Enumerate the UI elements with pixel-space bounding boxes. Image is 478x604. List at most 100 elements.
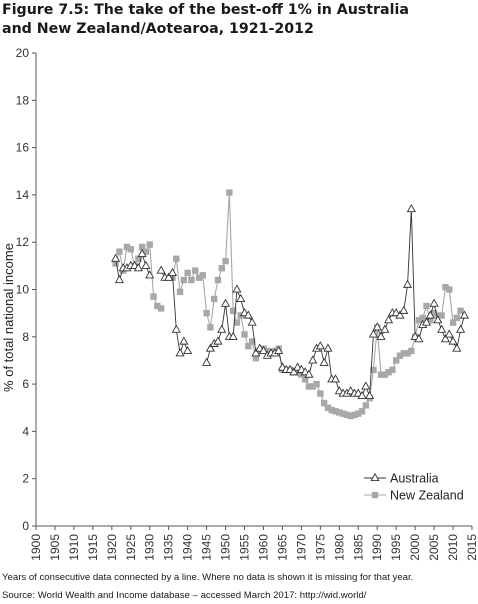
data-point-australia xyxy=(145,270,155,279)
data-point-new-zealand xyxy=(442,283,449,291)
data-point-australia xyxy=(402,279,413,288)
x-tick-label: 1975 xyxy=(313,534,327,561)
data-point-new-zealand xyxy=(358,408,366,415)
data-point-new-zealand xyxy=(180,276,188,284)
y-tick-label: 0 xyxy=(22,519,29,533)
footnote-source: Source: World Wealth and Income database… xyxy=(2,590,367,601)
data-point-new-zealand xyxy=(146,241,153,248)
data-point-australia xyxy=(421,317,432,326)
x-tick-label: 1995 xyxy=(389,534,403,561)
data-point-new-zealand xyxy=(229,307,237,314)
data-point-new-zealand xyxy=(332,408,339,415)
data-point-australia xyxy=(114,274,124,284)
data-point-australia xyxy=(175,348,185,357)
data-point-australia xyxy=(167,267,178,276)
data-point-new-zealand xyxy=(218,265,225,272)
y-tick-label: 16 xyxy=(16,141,30,155)
data-point-new-zealand xyxy=(226,189,233,196)
data-point-australia xyxy=(372,322,382,331)
series-australia xyxy=(111,203,469,399)
data-point-new-zealand xyxy=(135,255,142,262)
data-point-new-zealand xyxy=(188,276,195,284)
legend-marker xyxy=(370,472,380,482)
legend: Australia New Zealand xyxy=(364,472,464,503)
data-point-australia xyxy=(156,265,166,274)
legend-item-new-zealand: New Zealand xyxy=(364,489,464,503)
y-tick-label: 12 xyxy=(16,235,30,249)
data-point-australia xyxy=(183,345,193,355)
y-tick-label: 2 xyxy=(22,472,29,486)
x-tick-label: 1935 xyxy=(162,534,176,561)
data-point-new-zealand xyxy=(301,376,309,383)
data-point-new-zealand xyxy=(157,305,165,312)
data-point-new-zealand xyxy=(408,347,415,355)
data-point-australia xyxy=(399,305,409,314)
data-point-australia xyxy=(315,341,325,350)
x-tick-label: 1965 xyxy=(275,534,289,561)
data-point-new-zealand xyxy=(453,314,461,322)
data-point-australia xyxy=(164,272,174,281)
data-point-new-zealand xyxy=(385,369,392,376)
data-point-new-zealand xyxy=(377,371,385,378)
data-point-australia xyxy=(213,336,223,345)
y-tick-label: 18 xyxy=(16,93,30,107)
x-tick-label: 1990 xyxy=(370,534,384,561)
x-tick-label: 1950 xyxy=(219,534,233,561)
data-point-new-zealand xyxy=(214,276,222,284)
data-point-new-zealand xyxy=(248,338,256,345)
y-tick-label: 10 xyxy=(16,283,30,297)
x-tick-label: 1945 xyxy=(200,534,214,561)
x-tick-label: 1980 xyxy=(332,534,346,561)
data-point-new-zealand xyxy=(362,402,370,409)
data-point-new-zealand xyxy=(112,260,119,267)
data-point-australia xyxy=(330,374,341,383)
legend-marker xyxy=(371,491,379,499)
data-point-new-zealand xyxy=(423,302,430,310)
data-point-australia xyxy=(217,324,227,333)
data-point-australia xyxy=(444,329,454,338)
data-point-australia xyxy=(406,203,416,213)
data-point-new-zealand xyxy=(400,350,407,357)
data-point-new-zealand xyxy=(449,319,457,326)
x-tick-label: 1925 xyxy=(124,534,138,561)
data-point-australia xyxy=(220,298,231,307)
data-point-australia xyxy=(133,263,143,272)
footnote-connection: Years of consecutive data connected by a… xyxy=(2,572,414,583)
data-point-new-zealand xyxy=(138,243,146,251)
data-point-australia xyxy=(357,390,367,399)
data-point-australia xyxy=(304,369,314,378)
data-point-new-zealand xyxy=(222,257,229,265)
x-tick-label: 2015 xyxy=(465,534,478,561)
x-tick-label: 1910 xyxy=(67,534,81,561)
data-point-australia xyxy=(319,357,329,366)
data-point-new-zealand xyxy=(351,411,358,419)
data-point-new-zealand xyxy=(355,410,362,417)
data-point-new-zealand xyxy=(317,390,324,397)
data-point-australia xyxy=(384,315,394,324)
data-point-new-zealand xyxy=(446,286,453,293)
data-point-australia xyxy=(137,248,147,258)
data-point-new-zealand xyxy=(127,246,134,253)
data-point-australia xyxy=(440,334,451,343)
chart-title: Figure 7.5: The take of the best-off 1% … xyxy=(2,1,476,39)
data-point-new-zealand xyxy=(328,406,335,414)
data-point-new-zealand xyxy=(370,366,377,374)
x-tick-label: 2005 xyxy=(427,534,441,561)
x-tick-label: 1920 xyxy=(105,534,119,561)
data-point-new-zealand xyxy=(381,371,388,378)
data-point-australia xyxy=(251,348,261,357)
data-point-new-zealand xyxy=(389,366,396,374)
data-point-australia xyxy=(323,343,333,352)
data-point-new-zealand xyxy=(415,317,423,324)
data-point-new-zealand xyxy=(233,319,241,326)
series-line-australia xyxy=(206,209,465,397)
data-point-new-zealand xyxy=(142,248,150,255)
data-point-australia xyxy=(437,324,447,333)
data-point-australia xyxy=(258,345,269,355)
data-point-new-zealand xyxy=(404,350,411,357)
data-point-australia xyxy=(380,324,390,333)
data-point-new-zealand xyxy=(241,331,248,338)
data-point-new-zealand xyxy=(396,352,404,359)
x-axis-ticks: 1900 1905 1910 1915 1920 1925 1930 1935 1940 1945… xyxy=(29,526,478,561)
data-point-new-zealand xyxy=(195,274,203,281)
